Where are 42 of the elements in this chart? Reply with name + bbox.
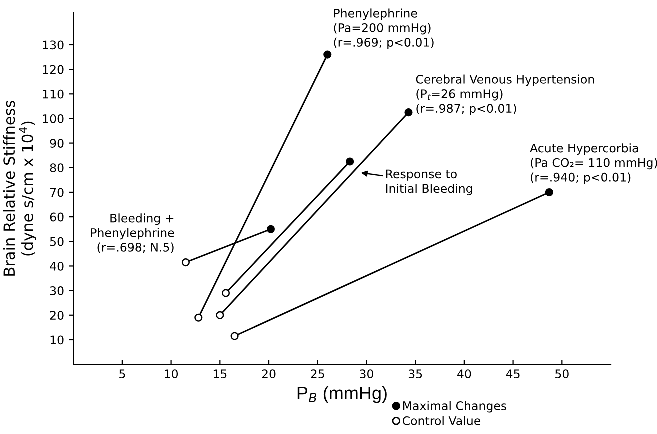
point xyxy=(266,225,275,234)
x-tick-label: 15 xyxy=(214,370,227,379)
x-tick-label: 10 xyxy=(165,370,178,379)
x-tick-label: 20 xyxy=(262,370,276,379)
x-tick-label: 35 xyxy=(408,370,422,379)
point xyxy=(324,50,332,59)
x-tick-label: 30 xyxy=(360,370,374,379)
x-tick-label: 50 xyxy=(556,370,569,379)
annotation: Cerebral Venous Hypertension (P$_{t}$=26 mmHg) (r=.987; p<0.01) xyxy=(416,74,594,116)
annotation: Phenylephrine (Pa=200 mmHg) (r=.969; p<0.01) xyxy=(334,8,434,50)
x-tick-label: 5 xyxy=(120,370,126,379)
y-tick-label: 100 xyxy=(43,114,64,124)
point xyxy=(230,332,239,340)
annotation: Acute Hypercorbia (Pa CO₂= 110 mmHg) (r=.940; p<0.01) xyxy=(530,144,657,184)
y-tick-label: 80 xyxy=(50,164,64,173)
legend-label: Maximal Changes xyxy=(403,401,507,413)
point xyxy=(194,314,203,322)
y-tick-label: 40 xyxy=(50,262,64,271)
y-tick-label: 90 xyxy=(50,139,64,148)
y-tick-label: 50 xyxy=(50,237,64,246)
point xyxy=(346,158,354,166)
point xyxy=(216,311,224,320)
legend-label: Control Value xyxy=(402,416,481,426)
y-tick-label: 70 xyxy=(50,188,64,198)
point xyxy=(222,289,230,298)
y-axis-title: Brain Relative Stiffness (dyne s/cm x 10$^{4}$) xyxy=(3,101,36,276)
point xyxy=(545,188,554,197)
point xyxy=(404,108,413,117)
y-tick-label: 10 xyxy=(50,336,64,345)
y-tick-label: 130 xyxy=(43,40,64,50)
x-axis-title: P$_{B}$ (mmHg) xyxy=(298,386,387,404)
y-tick-label: 30 xyxy=(50,286,64,296)
y-tick-label: 120 xyxy=(43,65,64,74)
x-tick-label: 40 xyxy=(458,370,472,379)
y-tick-label: 60 xyxy=(50,212,64,222)
x-tick-label: 45 xyxy=(506,370,520,379)
y-tick-label: 20 xyxy=(50,311,64,320)
annotation: Bleeding + Phenylephrine (r=.698; N.5) xyxy=(91,214,174,254)
annotation: Response to Initial Bleeding xyxy=(386,170,472,196)
point xyxy=(182,258,190,267)
y-tick-label: 110 xyxy=(43,90,64,99)
x-tick-label: 25 xyxy=(311,370,324,379)
